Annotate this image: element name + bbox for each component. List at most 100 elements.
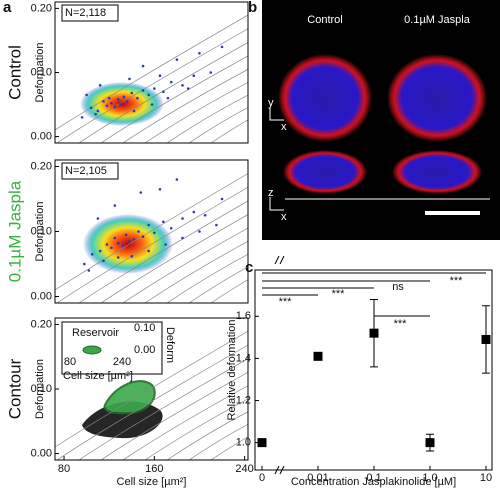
iso-line	[56, 186, 248, 303]
inset-title: Reservoir	[72, 327, 119, 339]
x-tick-label: 0.01	[307, 472, 328, 484]
axis-letter: x	[281, 121, 287, 133]
cell-jaspla-side	[392, 150, 482, 194]
point	[192, 210, 196, 214]
significance: ***	[332, 288, 346, 300]
point	[119, 103, 122, 106]
point	[192, 74, 196, 78]
marker	[257, 438, 267, 448]
x-tick-label: 80	[58, 463, 70, 475]
axis-letter: x	[281, 211, 287, 223]
x-tick-label: 240	[235, 463, 253, 475]
iso-line	[166, 94, 248, 143]
point	[90, 252, 94, 256]
point	[141, 235, 145, 238]
points	[80, 45, 224, 119]
marker	[313, 351, 323, 361]
iso-line	[100, 55, 248, 143]
inset-y-tick-label: 0.00	[134, 344, 155, 356]
point	[136, 96, 139, 100]
iso-line	[188, 107, 248, 143]
annotation: N=2,118	[65, 7, 106, 19]
point	[113, 236, 117, 240]
y-tick-label: 0.20	[31, 318, 52, 330]
density-core	[83, 214, 173, 274]
y-tick-label: 0.00	[31, 447, 52, 459]
iso-lines	[55, 14, 248, 143]
iso-line	[100, 214, 248, 303]
point	[209, 71, 213, 74]
point	[105, 243, 109, 246]
point	[181, 236, 184, 240]
point	[137, 230, 140, 233]
x-tick-label: 1.0	[422, 472, 437, 484]
point	[147, 249, 150, 253]
y-tick-label: 1.2	[236, 394, 251, 406]
iso-line	[210, 119, 248, 143]
y-tick-label: 0.20	[31, 2, 52, 14]
significance: ***	[394, 318, 408, 330]
row-label: Contour	[5, 358, 24, 419]
x-tick-label: 160	[145, 463, 163, 475]
point	[113, 105, 117, 109]
iso-line	[78, 200, 248, 303]
inset-x-tick-label: 80	[64, 356, 76, 368]
y-tick-label: 0.20	[31, 160, 52, 172]
cell-jaspla	[387, 54, 487, 142]
point	[80, 116, 84, 119]
x-tick-label: 10	[480, 472, 492, 484]
cell-control	[278, 54, 372, 142]
iso-line	[55, 173, 248, 291]
point	[116, 98, 120, 101]
point	[130, 91, 134, 95]
inset-y-tick-label: 0.10	[134, 322, 155, 334]
point	[220, 45, 224, 49]
column-label: Control	[307, 14, 342, 26]
iso-line	[56, 344, 248, 460]
y-tick-label: 0.00	[31, 290, 52, 302]
annotation-box	[61, 4, 119, 22]
axis-break	[274, 255, 285, 475]
point	[96, 109, 100, 113]
significance: ns	[392, 281, 404, 293]
iso-line	[55, 14, 248, 131]
point	[147, 93, 150, 97]
panel-label: a	[3, 0, 12, 16]
point	[147, 223, 150, 227]
y-tick-label: 1.6	[236, 310, 251, 322]
point	[87, 269, 91, 272]
point	[122, 95, 126, 99]
y-tick-label: 1.4	[236, 352, 251, 364]
point	[102, 259, 105, 263]
point	[158, 187, 162, 191]
point	[125, 100, 129, 103]
cell-control-side	[283, 150, 367, 194]
iso-line	[122, 68, 248, 143]
point	[124, 233, 128, 237]
point	[220, 197, 224, 201]
axis-glyph	[269, 107, 284, 211]
y-tick-label: 0.00	[31, 130, 52, 142]
y-tick-label: 0.10	[31, 225, 52, 237]
y-tick-label: 0.10	[31, 66, 52, 78]
inset-contour	[82, 345, 102, 355]
y-axis-label: Deformation	[34, 359, 46, 419]
point	[83, 262, 86, 266]
point	[162, 220, 165, 224]
axis-letter: z	[268, 187, 274, 199]
iso-line	[78, 42, 248, 143]
point	[181, 217, 184, 220]
iso-line	[144, 82, 248, 143]
point	[132, 238, 136, 241]
point	[203, 213, 207, 217]
annotation: N=2,105	[65, 165, 107, 177]
point	[198, 51, 201, 55]
iso-line	[188, 266, 248, 303]
point	[158, 74, 162, 78]
point	[150, 103, 154, 106]
significance: ***	[450, 275, 464, 287]
x-axis-label: Cell size [µm²]	[117, 476, 187, 488]
point	[105, 104, 109, 108]
column-label: 0.1µM Jaspla	[404, 14, 471, 26]
